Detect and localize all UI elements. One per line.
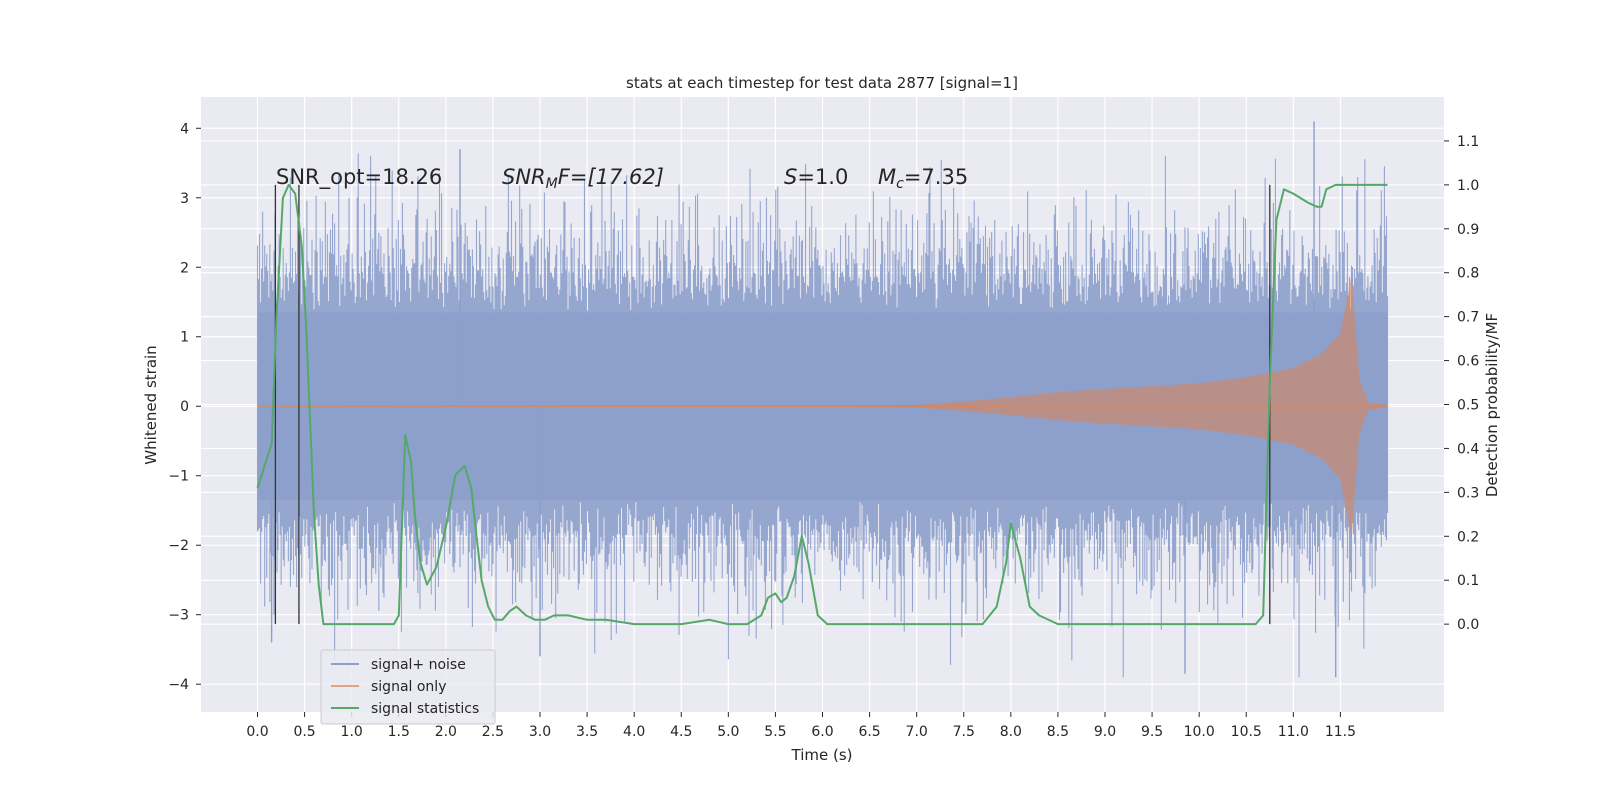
- left-axis-ticks: 4 3 2 1 0 −1 −2 −3 −4: [168, 121, 201, 693]
- x-tick-label: 8.0: [1000, 724, 1022, 740]
- x-tick-label: 1.5: [388, 724, 410, 740]
- x-tick-label: 3.5: [576, 724, 598, 740]
- y-right-axis-label: Detection probability/MF: [1483, 313, 1501, 497]
- y-right-tick-label: 0.4: [1457, 441, 1479, 457]
- y-right-tick-label: 1.0: [1457, 178, 1479, 194]
- x-tick-label: 9.5: [1141, 724, 1163, 740]
- x-tick-label: 0.0: [246, 724, 268, 740]
- y-tick-label: 0: [180, 399, 189, 415]
- x-tick-label: 5.5: [764, 724, 786, 740]
- y-right-tick-label: 0.8: [1457, 266, 1479, 282]
- chart-title: stats at each timestep for test data 287…: [626, 74, 1018, 92]
- y-right-tick-label: 0.0: [1457, 617, 1479, 633]
- y-tick-label: 1: [180, 330, 189, 346]
- y-right-tick-label: 0.7: [1457, 310, 1479, 326]
- annotation-snr-mf: SNRMF=[17.62]: [502, 165, 664, 192]
- x-tick-label: 1.0: [341, 724, 363, 740]
- y-right-tick-label: 1.1: [1457, 134, 1479, 150]
- legend-label-signal-plus-noise: signal+ noise: [371, 657, 466, 673]
- y-axis-label: Whitened strain: [142, 345, 160, 464]
- legend-label-signal-only: signal only: [371, 679, 446, 695]
- y-right-tick-label: 0.5: [1457, 398, 1479, 414]
- y-right-tick-label: 0.1: [1457, 573, 1479, 589]
- y-tick-label: 4: [180, 121, 189, 137]
- annotation-mc-value: =7.35: [904, 165, 968, 189]
- x-tick-label: 2.0: [435, 724, 457, 740]
- x-tick-label: 10.0: [1184, 724, 1215, 740]
- y-right-tick-label: 0.2: [1457, 529, 1479, 545]
- annotation-s: S=1.0: [784, 165, 848, 189]
- annotation-snr-mf-prefix: SNR: [502, 165, 546, 189]
- x-axis-ticks: 0.0 0.5 1.0 1.5 2.0 2.5 3.0 3.5 4.0 4.5 5.0 5.5 6.0 6…: [246, 712, 1356, 740]
- y-tick-label: −3: [168, 608, 189, 624]
- right-axis-ticks: 1.1 1.0 0.9 0.8 0.7 0.6 0.5 0.4 0.3 0.2 0.1 0.0: [1444, 134, 1479, 633]
- x-tick-label: 10.5: [1231, 724, 1262, 740]
- x-tick-label: 9.0: [1094, 724, 1116, 740]
- y-tick-label: 2: [180, 260, 189, 276]
- annotation-mc-prefix: M: [878, 165, 896, 189]
- y-tick-label: −1: [168, 469, 189, 485]
- y-tick-label: −2: [168, 538, 189, 554]
- x-tick-label: 6.0: [811, 724, 833, 740]
- annotation-snr-mf-sub: M: [546, 176, 558, 192]
- y-right-tick-label: 0.6: [1457, 354, 1479, 370]
- y-tick-label: 3: [180, 191, 189, 207]
- y-tick-label: −4: [168, 677, 189, 693]
- y-right-tick-label: 0.3: [1457, 485, 1479, 501]
- x-tick-label: 5.0: [717, 724, 739, 740]
- x-tick-label: 8.5: [1047, 724, 1069, 740]
- legend: signal+ noise signal only signal statist…: [320, 649, 496, 725]
- x-tick-label: 11.0: [1278, 724, 1309, 740]
- x-tick-label: 3.0: [529, 724, 551, 740]
- x-tick-label: 11.5: [1325, 724, 1356, 740]
- annotation-mc-sub: c: [896, 176, 904, 192]
- legend-label-signal-statistics: signal statistics: [371, 701, 479, 717]
- annotation-snr-mf-suffix: F=[17.62]: [558, 165, 664, 189]
- series-signal-only: [257, 274, 1388, 539]
- legend-box: [320, 649, 496, 725]
- x-tick-label: 6.5: [858, 724, 880, 740]
- series-signal-statistics: [256, 183, 1388, 626]
- x-tick-label: 7.0: [906, 724, 928, 740]
- x-tick-label: 0.5: [293, 724, 315, 740]
- x-tick-label: 7.5: [953, 724, 975, 740]
- annotation-s-prefix: S: [784, 165, 797, 189]
- signal-statistics-line: [256, 183, 1388, 626]
- annotation-mc: Mc=7.35: [878, 165, 968, 192]
- x-axis-label: Time (s): [791, 746, 853, 764]
- annotation-snr-opt: SNR_opt=18.26: [276, 165, 442, 190]
- annotation-s-value: =1.0: [797, 165, 848, 189]
- y-right-tick-label: 0.9: [1457, 222, 1479, 238]
- x-tick-label: 4.0: [623, 724, 645, 740]
- x-tick-label: 2.5: [482, 724, 504, 740]
- x-tick-label: 4.5: [670, 724, 692, 740]
